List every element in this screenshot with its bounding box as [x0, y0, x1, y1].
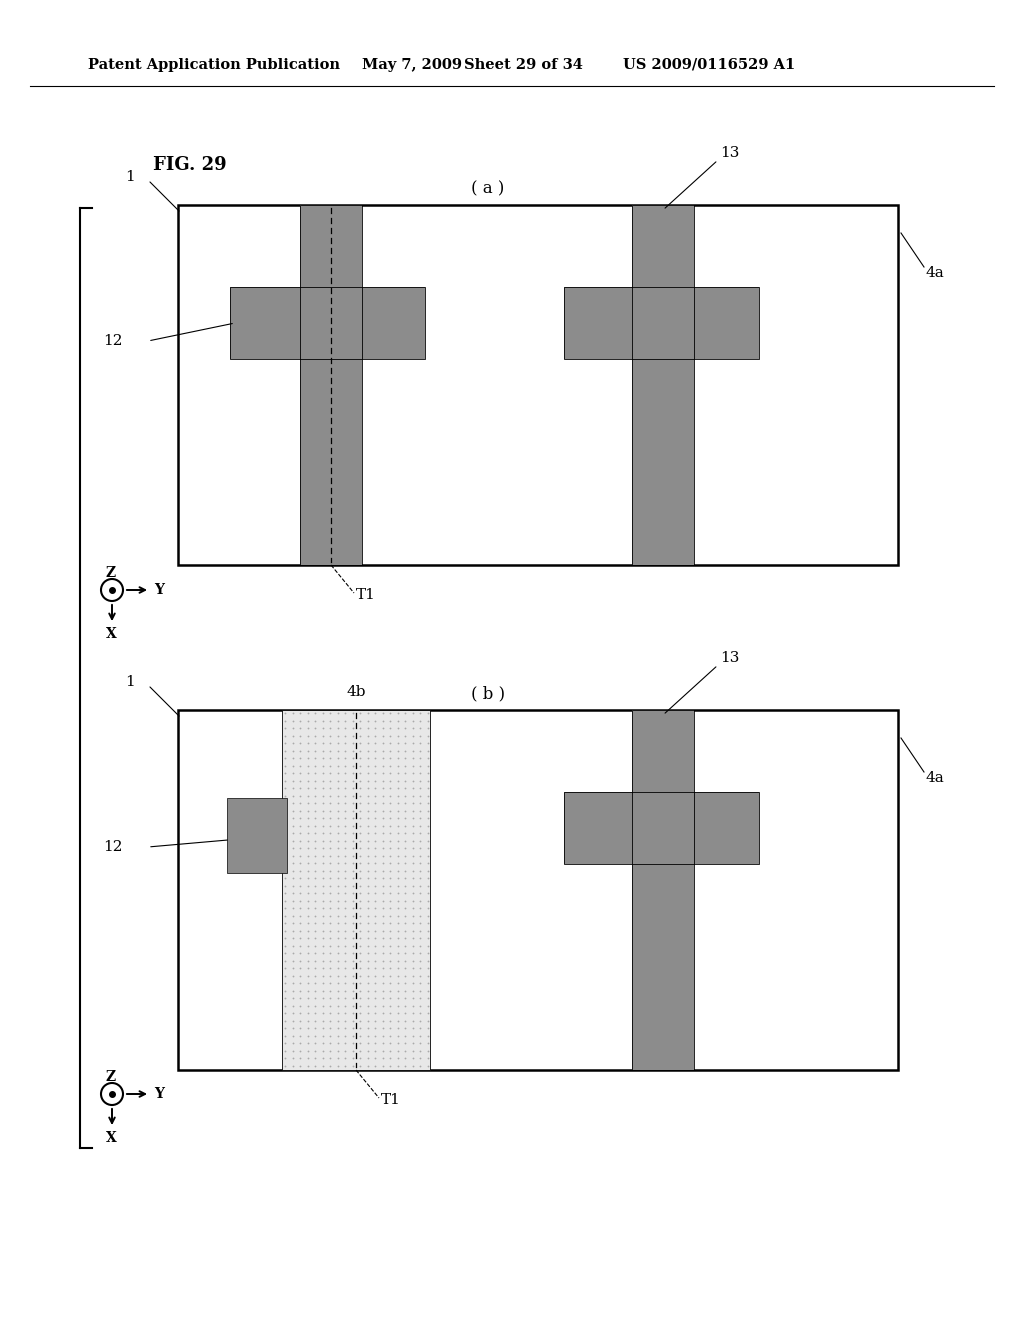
Bar — [178, 710, 898, 1071]
Text: 13: 13 — [720, 147, 739, 160]
Text: 12: 12 — [103, 840, 123, 854]
Text: X: X — [106, 627, 117, 642]
Bar — [632, 205, 694, 565]
Bar — [564, 792, 759, 865]
Text: ( b ): ( b ) — [471, 685, 505, 702]
Bar — [632, 205, 694, 565]
Text: Z: Z — [105, 1071, 115, 1084]
Text: 1: 1 — [125, 170, 135, 183]
Text: Sheet 29 of 34: Sheet 29 of 34 — [464, 58, 583, 73]
Circle shape — [101, 1082, 123, 1105]
Bar — [564, 792, 759, 865]
Text: US 2009/0116529 A1: US 2009/0116529 A1 — [623, 58, 796, 73]
Text: 12: 12 — [103, 334, 123, 348]
Bar — [300, 205, 362, 565]
Text: T1: T1 — [356, 587, 376, 602]
Bar — [564, 286, 759, 359]
Text: 4a: 4a — [926, 267, 945, 280]
Bar — [300, 205, 362, 565]
Bar — [282, 710, 430, 1071]
Text: 4b: 4b — [346, 685, 366, 700]
Bar — [632, 710, 694, 1071]
Bar — [227, 799, 287, 873]
Bar — [632, 710, 694, 1071]
Text: Patent Application Publication: Patent Application Publication — [88, 58, 340, 73]
Text: T1: T1 — [381, 1093, 400, 1107]
Bar — [178, 205, 898, 565]
Text: May 7, 2009: May 7, 2009 — [362, 58, 462, 73]
Bar — [230, 286, 425, 359]
Text: 13: 13 — [720, 651, 739, 665]
Text: X: X — [106, 1131, 117, 1144]
Text: 4a: 4a — [926, 771, 945, 785]
Text: Y: Y — [154, 1086, 164, 1101]
Text: 1: 1 — [125, 675, 135, 689]
Text: Z: Z — [105, 566, 115, 579]
Text: Y: Y — [154, 583, 164, 597]
Bar — [230, 286, 425, 359]
Text: ( a ): ( a ) — [471, 181, 504, 198]
Circle shape — [101, 579, 123, 601]
Bar — [564, 286, 759, 359]
Text: FIG. 29: FIG. 29 — [153, 156, 226, 174]
